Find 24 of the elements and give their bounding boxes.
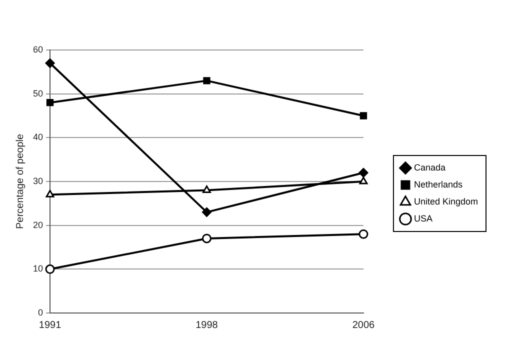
y-tick-label: 30 (32, 176, 44, 186)
point (45, 58, 55, 68)
legend-label: United Kingdom (414, 196, 478, 206)
point (358, 229, 368, 239)
point (46, 99, 54, 106)
y-tick-label: 60 (32, 44, 44, 54)
point (202, 234, 212, 244)
y-tick-label: 40 (32, 132, 44, 142)
y-tick-label: 50 (32, 88, 44, 98)
y-tick-label: 20 (32, 220, 44, 230)
y-tick-label: 0 (38, 307, 44, 318)
legend-label: Netherlands (414, 179, 463, 190)
x-tick-label: 1998 (196, 320, 218, 331)
point (358, 168, 368, 178)
point (202, 207, 212, 217)
y-axis-title: Percentage of people (14, 134, 26, 230)
legend-label: Canada (414, 162, 446, 172)
x-tick-label: 2006 (352, 320, 376, 331)
x-tick-label: 1991 (38, 320, 62, 331)
point (203, 77, 210, 84)
point (360, 112, 368, 120)
y-tick-label: 10 (32, 264, 44, 274)
legend-label: USA (414, 213, 432, 224)
point (45, 264, 55, 274)
